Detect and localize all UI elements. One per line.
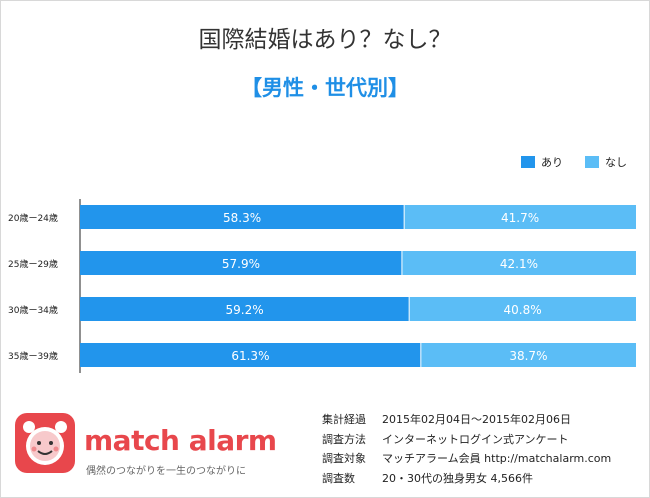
category-label: 30歳ー34歳 [8,304,58,316]
info-value: マッチアラーム会員 http://matchalarm.com [382,452,612,465]
data-label: 38.7% [509,349,547,363]
bar-ari [80,297,410,321]
legend-label-nashi: なし [605,156,627,169]
data-label: 57.9% [222,257,260,271]
bar-ari [80,251,402,275]
category-label: 25歳ー29歳 [8,258,58,270]
legend-swatch-ari [521,156,535,168]
bar-nashi [409,297,636,321]
alarm-clock-face-icon [15,413,75,473]
legend-item-nashi: なし [585,154,627,170]
info-key: 集計経過 [322,413,366,426]
info-key: 調査方法 [322,432,366,446]
info-row: 調査対象 マッチアラーム会員 http://matchalarm.com [322,449,611,469]
info-key: 調査対象 [322,452,366,465]
info-key: 調査数 [322,471,355,485]
info-value: 20・30代の独身男女 4,566件 [382,471,533,485]
data-label: 40.8% [504,303,542,317]
bar-ari [80,205,405,229]
info-row: 調査数 20・30代の独身男女 4,566件 [322,469,611,489]
data-label: 58.3% [223,211,261,225]
data-label: 61.3% [231,349,269,363]
info-row: 集計経過 2015年02月04日〜2015年02月06日 [322,410,611,430]
data-label: 41.7% [501,211,539,225]
bar-nashi [404,205,636,229]
brand-tagline: 偶然のつながりを一生のつながりに [86,466,246,477]
legend-label-ari: あり [541,156,563,169]
survey-info: 集計経過 2015年02月04日〜2015年02月06日 調査方法 インターネッ… [322,410,611,488]
brand-name: match alarm [84,424,277,457]
data-label: 42.1% [500,257,538,271]
chart-subtitle: 【男性・世代別】 [241,76,409,100]
info-value: インターネットログイン式アンケート [382,432,569,446]
bar-nashi [401,251,636,275]
legend-item-ari: あり [521,154,563,170]
chart-title: 国際結婚はあり？なし？ [198,27,452,53]
bar-ari [80,343,421,367]
info-value: 2015年02月04日〜2015年02月06日 [382,413,571,426]
category-label: 35歳ー39歳 [8,350,58,362]
legend-swatch-nashi [585,156,599,168]
data-label: 59.2% [226,303,264,317]
category-label: 20歳ー24歳 [8,212,58,224]
info-row: 調査方法 インターネットログイン式アンケート [322,430,611,450]
bar-nashi [420,343,636,367]
